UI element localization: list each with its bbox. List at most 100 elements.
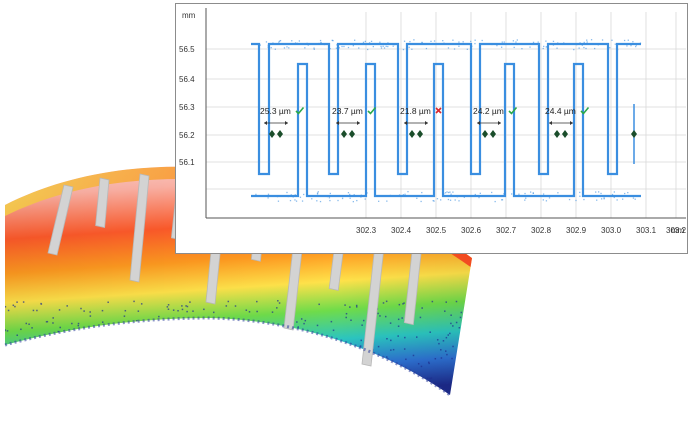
scan-noise bbox=[127, 367, 129, 369]
scan-noise bbox=[456, 301, 458, 303]
scan-noise bbox=[296, 354, 298, 356]
scan-noise bbox=[201, 321, 203, 323]
scan-noise bbox=[92, 364, 94, 366]
scan-noise bbox=[183, 397, 185, 399]
scan-noise bbox=[246, 359, 248, 361]
measurement-value: 25.3 µm bbox=[260, 106, 291, 116]
scan-noise bbox=[429, 378, 431, 380]
scan-noise bbox=[101, 383, 103, 385]
scan-speck bbox=[299, 40, 300, 41]
x-tick-label: 302.3 bbox=[356, 226, 377, 235]
scan-noise bbox=[28, 323, 30, 325]
scan-noise bbox=[72, 393, 74, 395]
scan-noise bbox=[74, 361, 76, 363]
scan-noise bbox=[259, 399, 261, 401]
scan-noise bbox=[157, 385, 159, 387]
scan-speck bbox=[284, 47, 285, 48]
scan-speck bbox=[557, 42, 558, 43]
scan-speck bbox=[421, 42, 422, 43]
scan-noise bbox=[271, 389, 273, 391]
edge-marker bbox=[277, 130, 283, 138]
scan-noise bbox=[461, 312, 463, 314]
scan-speck bbox=[251, 44, 252, 45]
scan-noise bbox=[41, 303, 43, 305]
scan-speck bbox=[598, 44, 599, 45]
scan-speck bbox=[420, 201, 421, 202]
scan-noise bbox=[470, 347, 472, 349]
scan-speck bbox=[403, 49, 404, 50]
scan-noise bbox=[51, 391, 53, 393]
edge-marker bbox=[631, 130, 637, 138]
scan-speck bbox=[297, 43, 298, 44]
scan-noise bbox=[306, 404, 308, 406]
scan-noise bbox=[176, 330, 178, 332]
scan-speck bbox=[445, 192, 446, 193]
scan-noise bbox=[168, 324, 170, 326]
scan-speck bbox=[609, 47, 610, 48]
scan-speck bbox=[341, 46, 342, 47]
scan-noise bbox=[429, 331, 431, 333]
scan-speck bbox=[557, 192, 558, 193]
scan-noise bbox=[107, 358, 109, 360]
scan-noise bbox=[162, 345, 164, 347]
scan-speck bbox=[320, 40, 321, 41]
scan-noise bbox=[6, 409, 8, 411]
scan-noise bbox=[277, 300, 279, 302]
scan-noise bbox=[2, 352, 4, 354]
x-tick-label: 303.1 bbox=[636, 226, 657, 235]
scan-noise bbox=[337, 364, 339, 366]
scan-noise bbox=[466, 316, 468, 318]
scan-noise bbox=[95, 409, 97, 411]
scan-speck bbox=[365, 41, 366, 42]
scan-noise bbox=[187, 344, 189, 346]
scan-noise bbox=[344, 389, 346, 391]
scan-noise bbox=[456, 322, 458, 324]
scan-speck bbox=[448, 47, 449, 48]
scan-noise bbox=[256, 311, 258, 313]
scan-noise bbox=[431, 377, 433, 379]
edge-marker bbox=[349, 130, 355, 138]
scan-noise bbox=[251, 391, 253, 393]
scan-noise bbox=[153, 359, 155, 361]
measurement-value: 24.2 µm bbox=[473, 106, 504, 116]
edge-marker bbox=[409, 130, 415, 138]
scan-noise bbox=[352, 379, 354, 381]
scan-noise bbox=[445, 301, 447, 303]
scan-noise bbox=[44, 388, 46, 390]
scan-noise bbox=[459, 327, 461, 329]
scan-noise bbox=[103, 331, 105, 333]
scan-noise bbox=[232, 322, 234, 324]
scan-noise bbox=[355, 382, 357, 384]
scan-noise bbox=[265, 351, 267, 353]
scan-noise bbox=[447, 334, 449, 336]
scan-speck bbox=[349, 194, 350, 195]
scan-speck bbox=[584, 42, 585, 43]
scan-noise bbox=[221, 394, 223, 396]
scan-noise bbox=[88, 333, 90, 335]
scan-noise bbox=[315, 385, 317, 387]
scan-noise bbox=[127, 405, 129, 407]
scan-noise bbox=[271, 340, 273, 342]
scan-speck bbox=[529, 46, 530, 47]
scan-speck bbox=[630, 45, 631, 46]
scan-speck bbox=[404, 41, 405, 42]
scan-noise bbox=[402, 303, 404, 305]
scan-noise bbox=[136, 320, 138, 322]
scan-noise bbox=[28, 392, 30, 394]
scan-noise bbox=[27, 371, 29, 373]
y-unit-label: mm bbox=[182, 11, 196, 20]
scan-noise bbox=[278, 331, 280, 333]
scan-speck bbox=[603, 198, 604, 199]
scan-noise bbox=[252, 347, 254, 349]
scan-speck bbox=[464, 197, 465, 198]
scan-noise bbox=[405, 359, 407, 361]
scan-noise bbox=[59, 309, 61, 311]
scan-noise bbox=[452, 346, 454, 348]
scan-noise bbox=[151, 365, 153, 367]
scan-noise bbox=[421, 307, 423, 309]
scan-noise bbox=[65, 384, 67, 386]
scan-noise bbox=[252, 324, 254, 326]
scan-speck bbox=[295, 194, 296, 195]
scan-noise bbox=[142, 341, 144, 343]
scan-speck bbox=[458, 200, 459, 201]
